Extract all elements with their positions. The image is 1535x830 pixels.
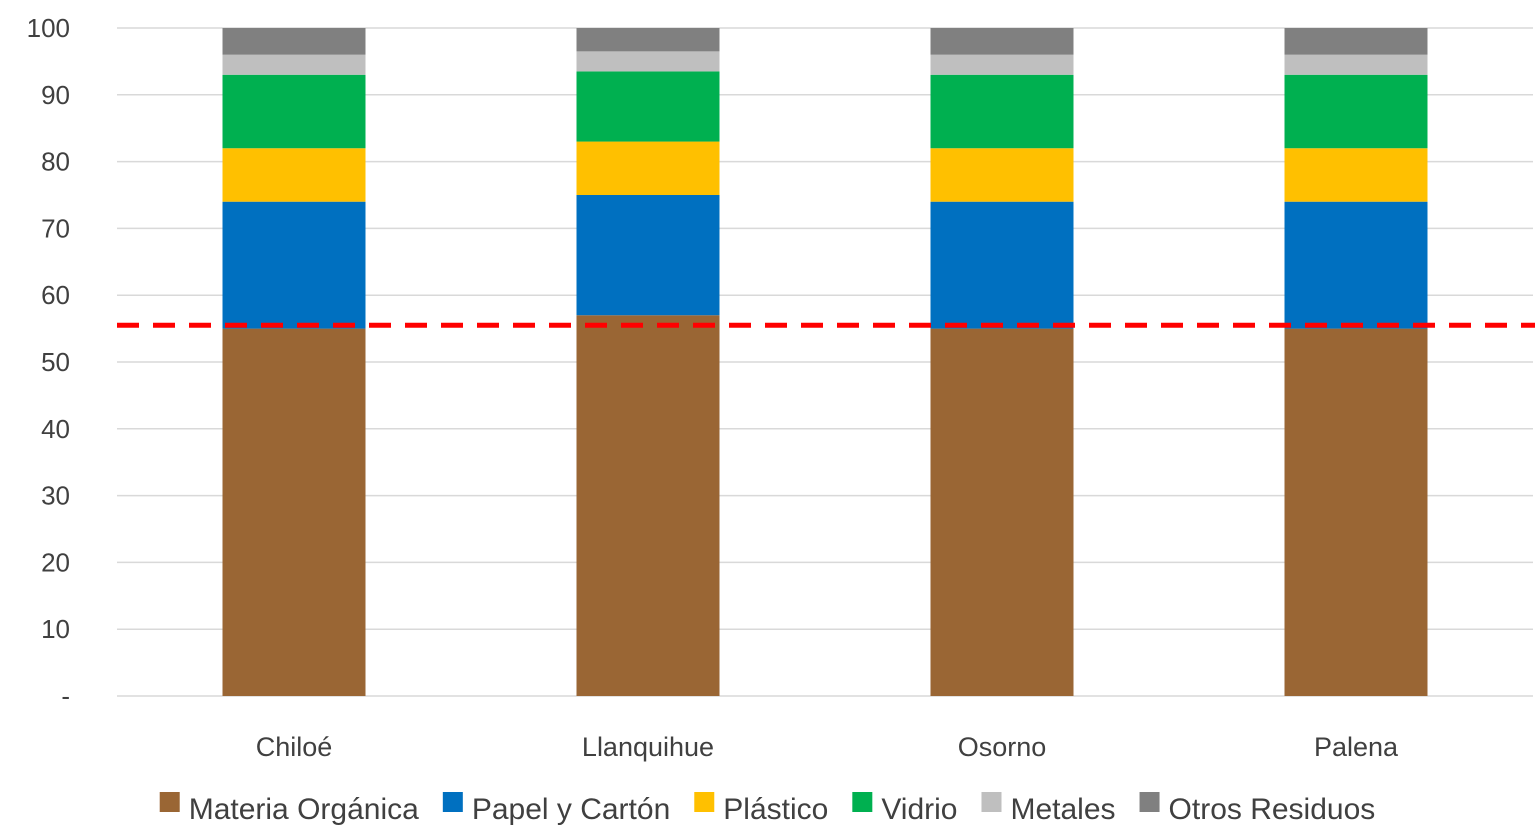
legend-swatch <box>442 792 463 812</box>
bar-segment <box>576 71 720 142</box>
y-tick-label: 50 <box>41 347 70 377</box>
y-tick-label: 70 <box>41 213 70 243</box>
bar-segment <box>222 328 366 696</box>
bar-segment <box>576 315 720 696</box>
legend-label: Vidrio <box>881 793 957 826</box>
bar-segment <box>576 141 720 195</box>
legend-label: Materia Orgánica <box>189 793 419 826</box>
bar-segment <box>222 54 366 75</box>
bar-segment <box>930 28 1074 55</box>
y-tick-label: 60 <box>41 280 70 310</box>
bar-segment <box>1284 74 1428 149</box>
x-category-label: Chiloé <box>256 732 333 762</box>
x-category-label: Osorno <box>958 732 1047 762</box>
y-tick-label: 90 <box>41 80 70 110</box>
legend-swatch <box>1139 792 1160 812</box>
y-tick-label: 100 <box>27 13 70 43</box>
legend-swatch <box>852 792 873 812</box>
bar-segment <box>930 201 1074 329</box>
y-tick-label: 30 <box>41 481 70 511</box>
bar-segment <box>576 195 720 316</box>
bar-segment <box>930 148 1074 202</box>
y-tick-label: 20 <box>41 547 70 577</box>
legend-swatch <box>159 792 180 812</box>
legend-label: Otros Residuos <box>1169 793 1376 826</box>
y-tick-label: 40 <box>41 414 70 444</box>
bar-segment <box>1284 328 1428 696</box>
x-category-label: Palena <box>1314 732 1399 762</box>
bar-segment <box>1284 54 1428 75</box>
bar-segment <box>222 74 366 149</box>
bars <box>222 28 1428 696</box>
bar-segment <box>576 51 720 72</box>
bar-segment <box>930 328 1074 696</box>
bar-segment <box>1284 201 1428 329</box>
legend: Materia Orgánica Papel y Cartón Plástico Vi… <box>159 792 1376 826</box>
y-tick-label: 10 <box>41 614 70 644</box>
y-tick-label: - <box>61 681 70 711</box>
bar-segment <box>576 28 720 52</box>
legend-swatch <box>694 792 715 812</box>
legend-label: Papel y Cartón <box>472 793 670 826</box>
x-axis-categories: Chiloé Llanquihue Osorno Palena <box>256 732 1399 762</box>
y-axis-ticks: - 10 20 30 40 50 60 70 80 90 100 <box>27 13 70 711</box>
bar-segment <box>222 28 366 55</box>
bar-segment <box>930 54 1074 75</box>
legend-label: Metales <box>1010 793 1115 826</box>
bar-segment <box>930 74 1074 149</box>
legend-swatch <box>981 792 1002 812</box>
bar-segment <box>222 148 366 202</box>
bar-segment <box>1284 28 1428 55</box>
legend-label: Plástico <box>723 793 828 826</box>
bar-segment <box>1284 148 1428 202</box>
y-tick-label: 80 <box>41 147 70 177</box>
x-category-label: Llanquihue <box>582 732 714 762</box>
bar-segment <box>222 201 366 329</box>
